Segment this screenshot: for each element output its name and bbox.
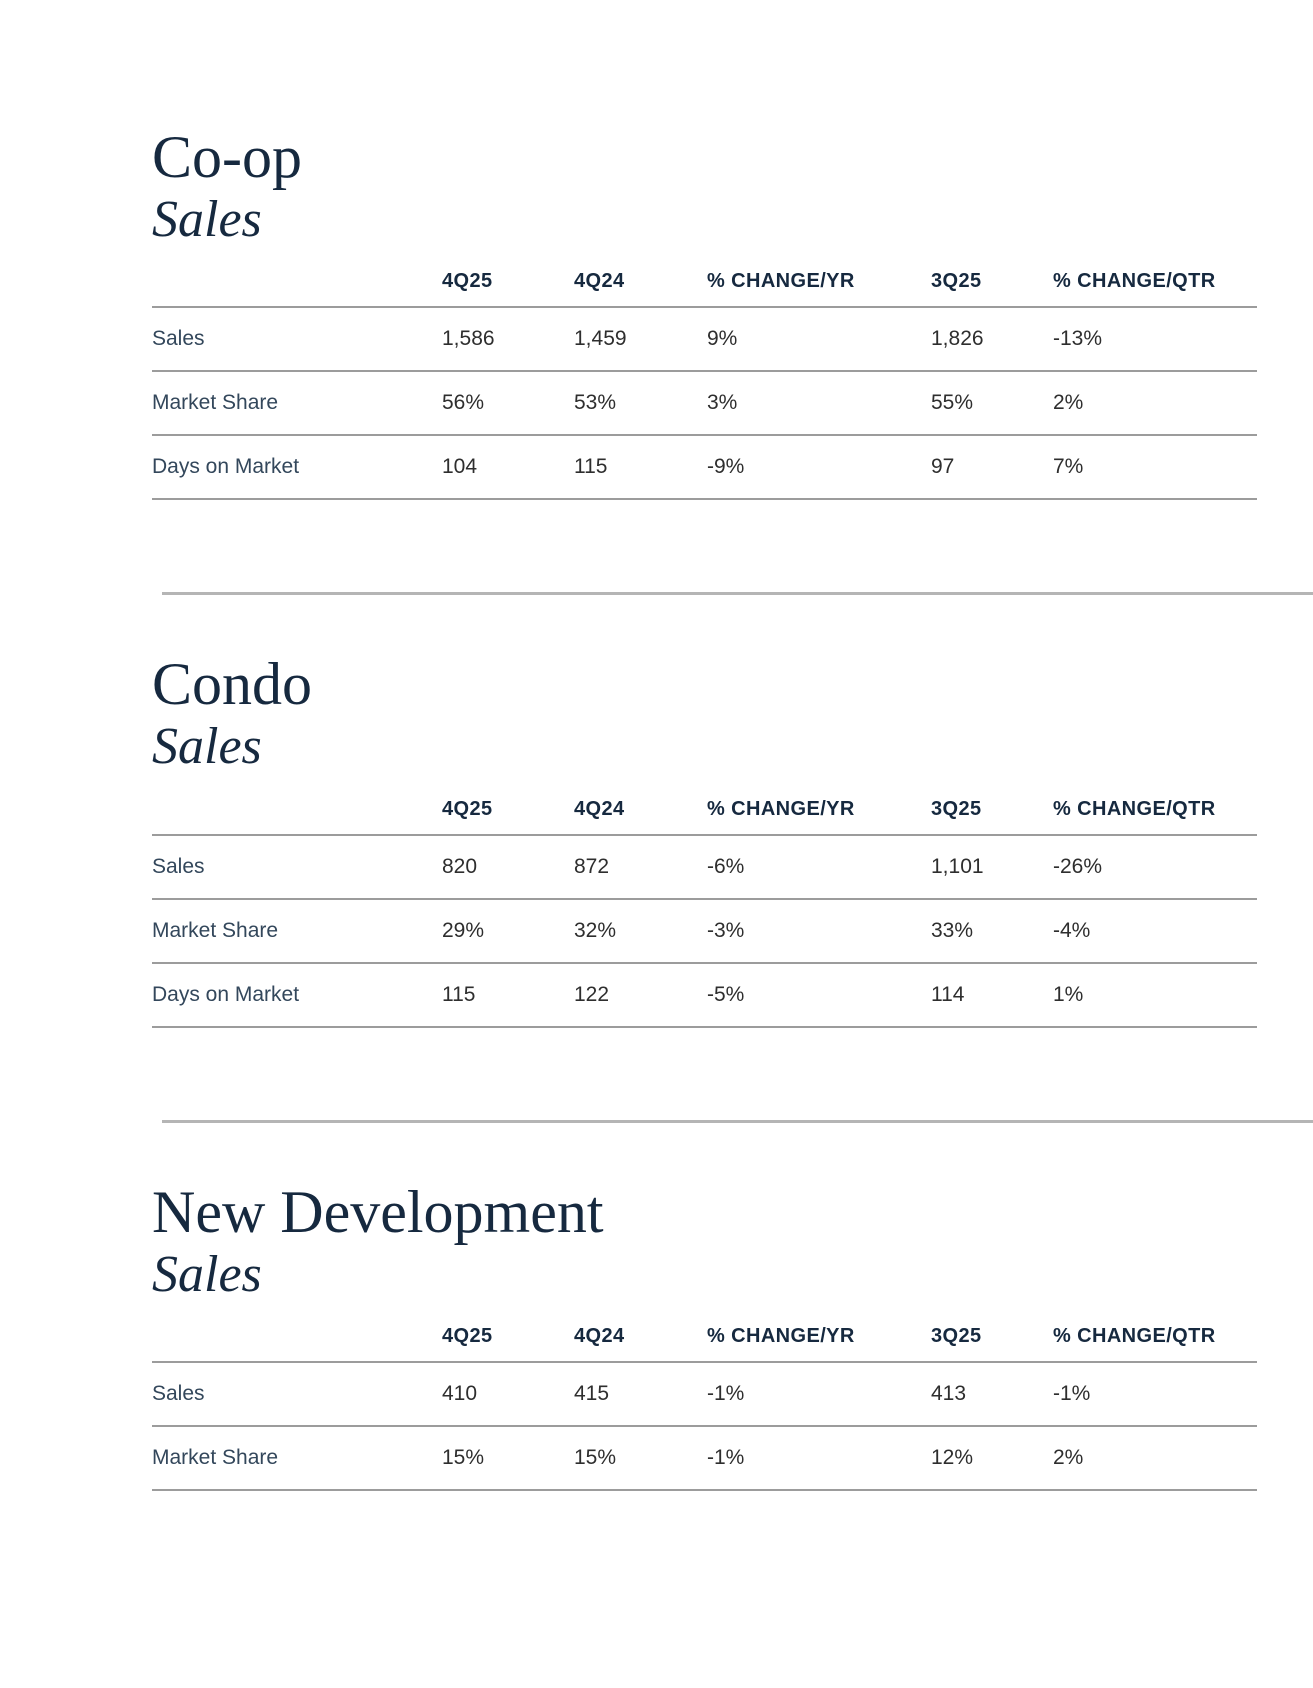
section-subtitle: Sales bbox=[152, 1245, 262, 1303]
column-header-pct-change-yr: % CHANGE/YR bbox=[707, 1325, 855, 1348]
cell-4q24: 53% bbox=[574, 391, 617, 415]
cell-4q24: 122 bbox=[574, 982, 610, 1006]
section-divider bbox=[162, 592, 1313, 596]
cell-3q25: 33% bbox=[931, 918, 974, 942]
cell-pct-change-qtr: -1% bbox=[1053, 1382, 1091, 1406]
cell-pct-change-qtr: -26% bbox=[1053, 854, 1103, 878]
column-header-3q25: 3Q25 bbox=[931, 270, 982, 293]
new-development-header-row: New Development Sales 4Q25 4Q24 % CHANGE… bbox=[152, 1178, 1257, 1361]
table-row-market-share: Market Share 56% 53% 3% 55% 2% bbox=[152, 370, 1257, 434]
row-label: Market Share bbox=[152, 391, 279, 415]
cell-pct-change-yr: -6% bbox=[707, 854, 745, 878]
column-header-4q24: 4Q24 bbox=[574, 270, 625, 293]
cell-3q25: 12% bbox=[931, 1446, 974, 1470]
table-row-sales: Sales 1,586 1,459 9% 1,826 -13% bbox=[152, 306, 1257, 370]
new-development-sales-section: New Development Sales 4Q25 4Q24 % CHANGE… bbox=[152, 1178, 1257, 1492]
cell-4q25: 1,586 bbox=[442, 327, 495, 351]
cell-pct-change-qtr: 2% bbox=[1053, 391, 1084, 415]
cell-3q25: 413 bbox=[931, 1382, 967, 1406]
cell-3q25: 1,101 bbox=[931, 854, 984, 878]
cell-pct-change-qtr: -13% bbox=[1053, 327, 1103, 351]
row-label: Days on Market bbox=[152, 455, 300, 479]
cell-4q25: 56% bbox=[442, 391, 485, 415]
coop-sales-section: Co-op Sales 4Q25 4Q24 % CHANGE/YR 3Q25 %… bbox=[152, 126, 1257, 501]
condo-header-row: Condo Sales 4Q25 4Q24 % CHANGE/YR 3Q25 %… bbox=[152, 653, 1257, 833]
table-row-sales: Sales 410 415 -1% 413 -1% bbox=[152, 1361, 1257, 1425]
column-header-pct-change-yr: % CHANGE/YR bbox=[707, 797, 855, 820]
condo-title-block: Condo Sales bbox=[152, 653, 442, 833]
cell-pct-change-qtr: 1% bbox=[1053, 982, 1084, 1006]
cell-pct-change-yr: -1% bbox=[707, 1446, 745, 1470]
cell-4q24: 32% bbox=[574, 918, 617, 942]
cell-3q25: 97 bbox=[931, 455, 955, 479]
new-development-title-block: New Development Sales bbox=[152, 1178, 604, 1361]
column-header-4q24: 4Q24 bbox=[574, 797, 625, 820]
cell-pct-change-yr: 3% bbox=[707, 391, 738, 415]
table-row-days-on-market: Days on Market 104 115 -9% 97 7% bbox=[152, 434, 1257, 501]
row-label: Sales bbox=[152, 854, 205, 878]
cell-4q24: 15% bbox=[574, 1446, 617, 1470]
cell-4q24: 872 bbox=[574, 854, 610, 878]
table-row-market-share: Market Share 29% 32% -3% 33% -4% bbox=[152, 897, 1257, 962]
column-header-3q25: 3Q25 bbox=[931, 797, 982, 820]
table-row-days-on-market: Days on Market 115 122 -5% 114 1% bbox=[152, 961, 1257, 1028]
coop-header-row: Co-op Sales 4Q25 4Q24 % CHANGE/YR 3Q25 %… bbox=[152, 126, 1257, 306]
cell-4q24: 415 bbox=[574, 1382, 610, 1406]
cell-pct-change-yr: -1% bbox=[707, 1382, 745, 1406]
cell-pct-change-yr: -9% bbox=[707, 455, 745, 479]
column-header-3q25: 3Q25 bbox=[931, 1325, 982, 1348]
table-row-sales: Sales 820 872 -6% 1,101 -26% bbox=[152, 833, 1257, 898]
row-label: Sales bbox=[152, 327, 205, 351]
row-label: Sales bbox=[152, 1382, 205, 1406]
cell-pct-change-yr: -3% bbox=[707, 918, 745, 942]
condo-sales-section: Condo Sales 4Q25 4Q24 % CHANGE/YR 3Q25 %… bbox=[152, 653, 1257, 1028]
row-label: Market Share bbox=[152, 918, 279, 942]
section-divider bbox=[162, 1119, 1313, 1123]
coop-title-block: Co-op Sales bbox=[152, 126, 442, 306]
cell-4q25: 410 bbox=[442, 1382, 478, 1406]
column-header-pct-change-qtr: % CHANGE/QTR bbox=[1053, 1325, 1216, 1348]
row-label: Days on Market bbox=[152, 982, 300, 1006]
column-header-pct-change-yr: % CHANGE/YR bbox=[707, 270, 855, 293]
cell-4q25: 29% bbox=[442, 918, 485, 942]
column-header-4q24: 4Q24 bbox=[574, 1325, 625, 1348]
cell-4q25: 820 bbox=[442, 854, 478, 878]
cell-4q24: 115 bbox=[574, 455, 608, 479]
row-label: Market Share bbox=[152, 1446, 279, 1470]
cell-4q24: 1,459 bbox=[574, 327, 627, 351]
section-title: Co-op bbox=[152, 124, 302, 190]
column-header-4q25: 4Q25 bbox=[442, 270, 493, 293]
cell-4q25: 115 bbox=[442, 982, 476, 1006]
table-row-market-share: Market Share 15% 15% -1% 12% 2% bbox=[152, 1425, 1257, 1492]
cell-3q25: 1,826 bbox=[931, 327, 984, 351]
cell-pct-change-qtr: 2% bbox=[1053, 1446, 1084, 1470]
cell-4q25: 15% bbox=[442, 1446, 485, 1470]
cell-3q25: 55% bbox=[931, 391, 974, 415]
column-header-4q25: 4Q25 bbox=[442, 797, 493, 820]
column-header-4q25: 4Q25 bbox=[442, 1325, 493, 1348]
cell-pct-change-qtr: -4% bbox=[1053, 918, 1091, 942]
cell-pct-change-qtr: 7% bbox=[1053, 455, 1084, 479]
column-header-pct-change-qtr: % CHANGE/QTR bbox=[1053, 270, 1216, 293]
cell-4q25: 104 bbox=[442, 455, 478, 479]
cell-pct-change-yr: 9% bbox=[707, 327, 738, 351]
section-title: New Development bbox=[152, 1178, 604, 1245]
section-subtitle: Sales bbox=[152, 718, 262, 776]
cell-3q25: 114 bbox=[931, 982, 965, 1006]
cell-pct-change-yr: -5% bbox=[707, 982, 745, 1006]
section-subtitle: Sales bbox=[152, 191, 262, 248]
column-header-pct-change-qtr: % CHANGE/QTR bbox=[1053, 797, 1216, 820]
section-title: Condo bbox=[152, 651, 313, 718]
